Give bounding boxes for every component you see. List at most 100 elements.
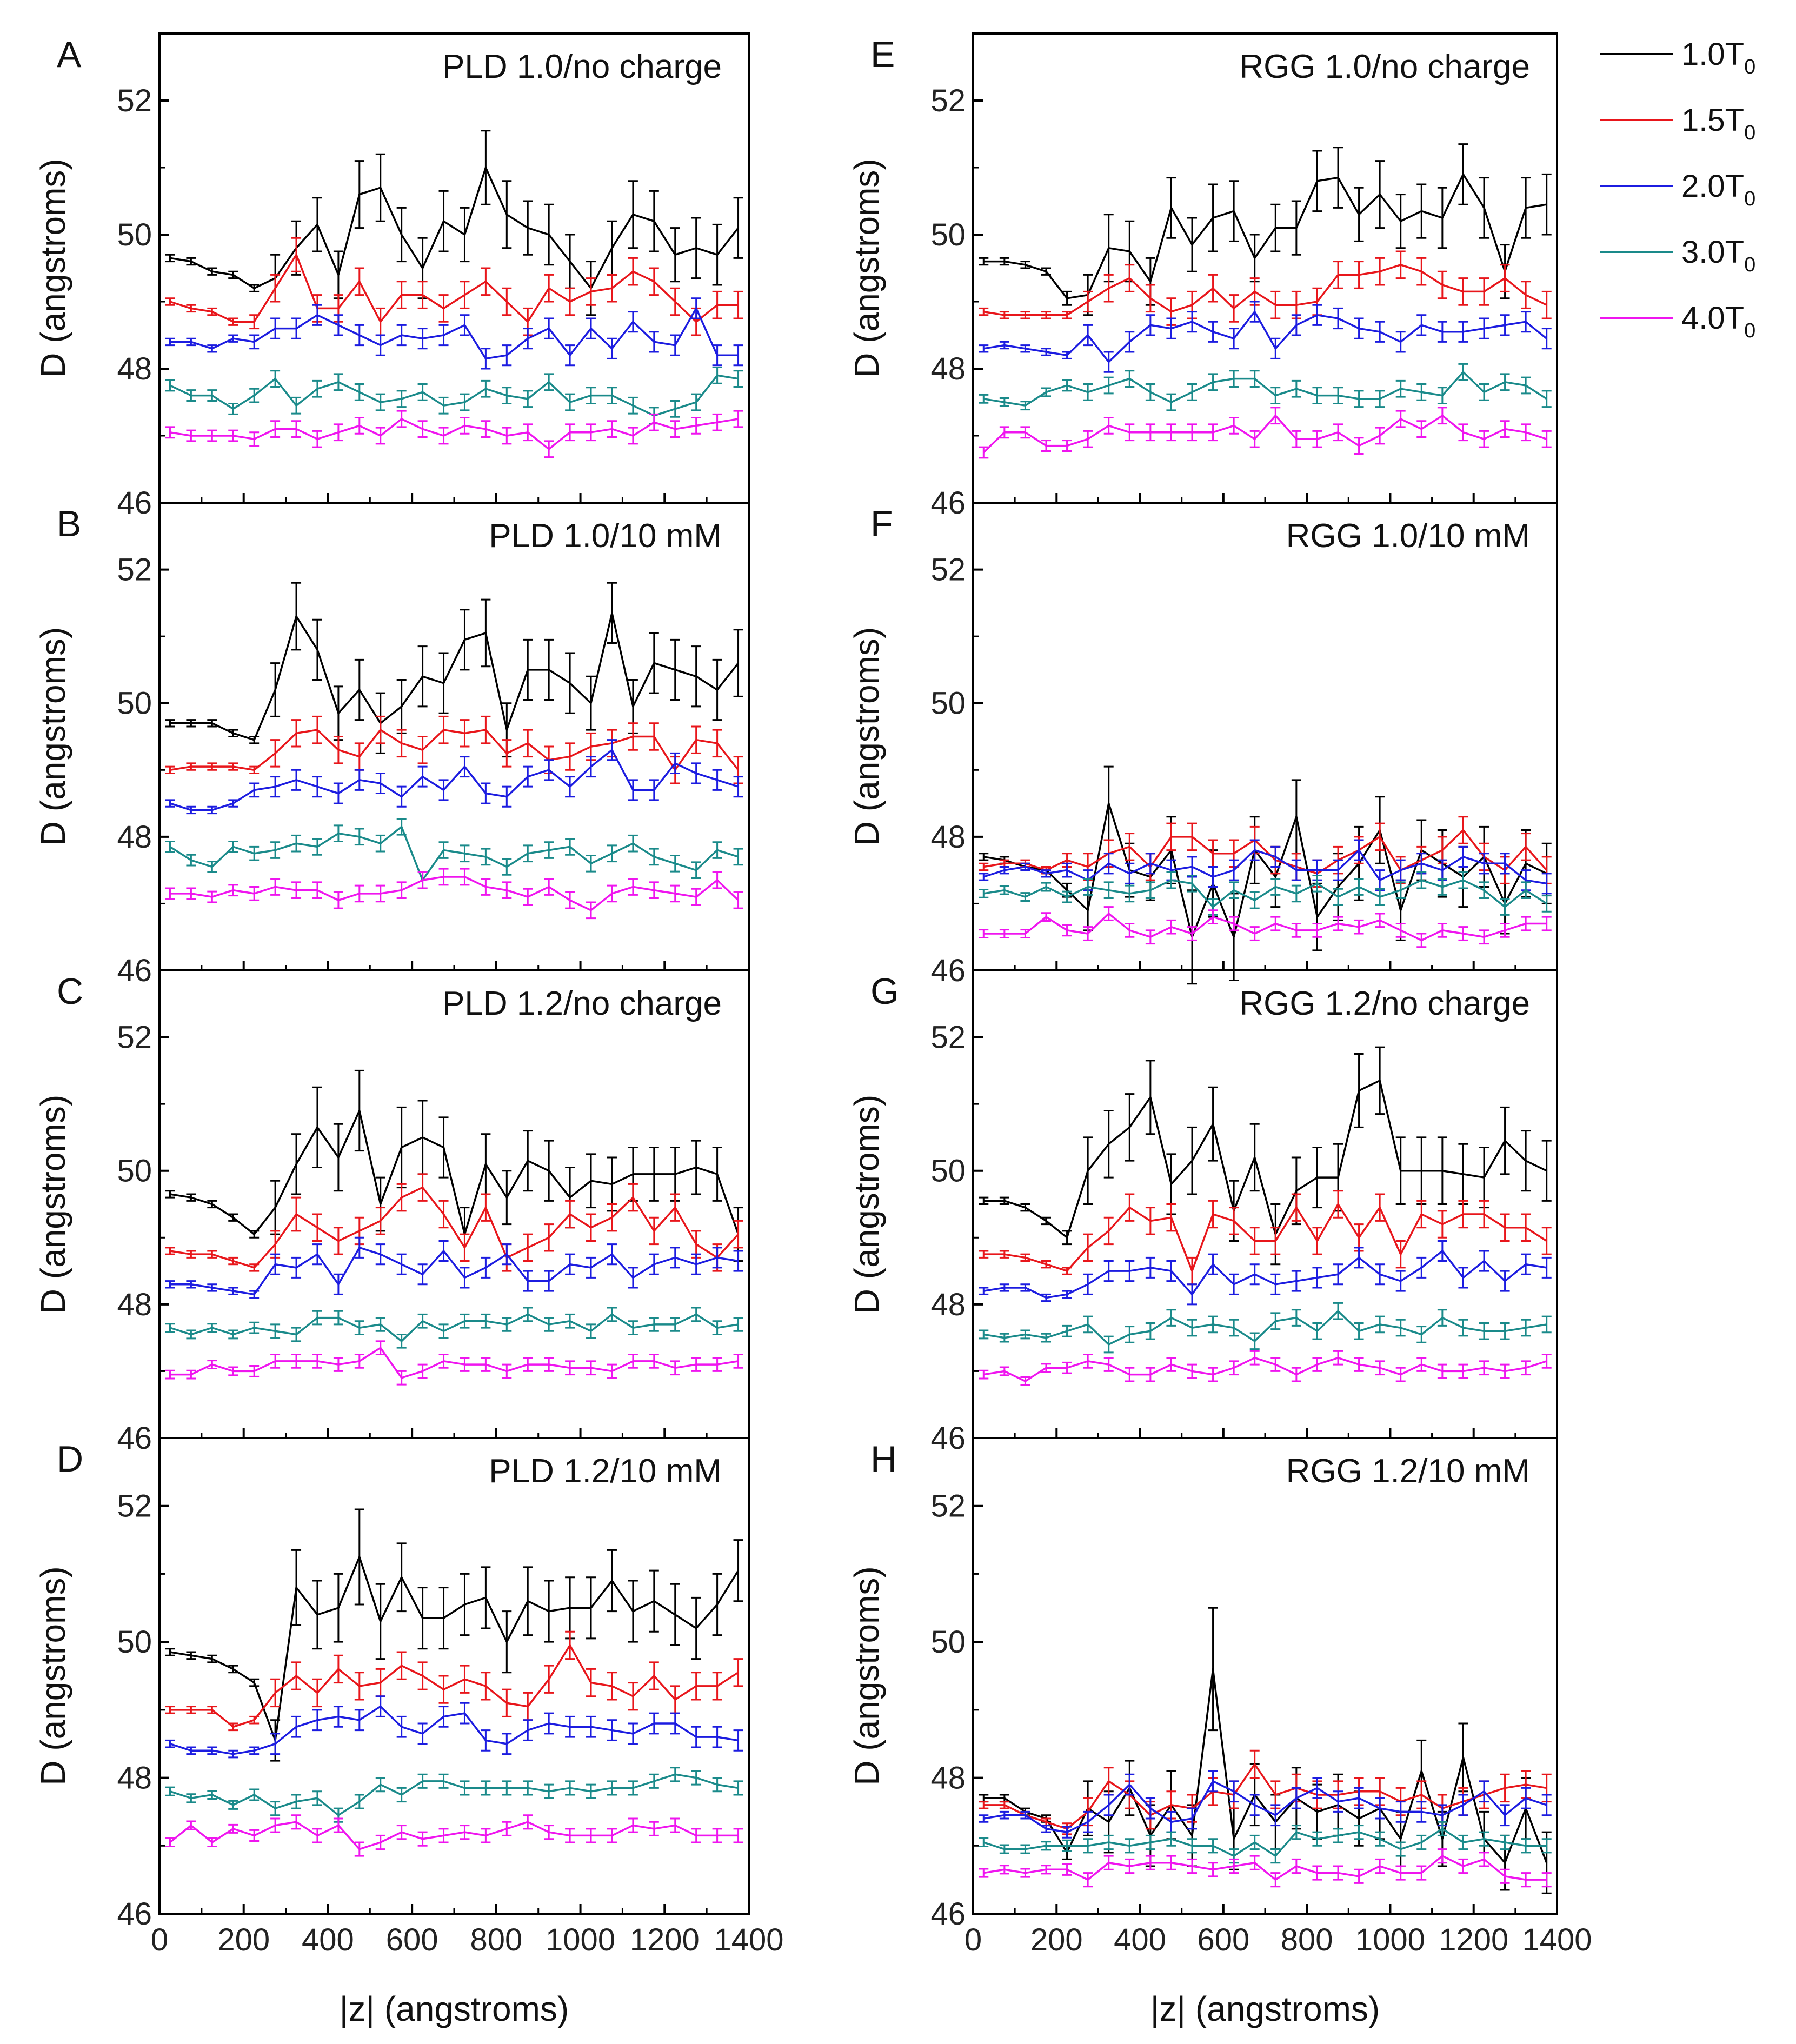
panel-title: RGG 1.0/no charge: [1239, 48, 1530, 85]
series-line: [170, 1644, 739, 1728]
series-3-0t0: [165, 367, 743, 425]
series-line: [170, 1347, 739, 1379]
series-4-0t0: [165, 1814, 743, 1857]
series-4-0t0: [979, 407, 1552, 459]
series-1-0t0: [979, 143, 1552, 316]
panel-letter: G: [870, 971, 899, 1012]
series-4-0t0: [165, 868, 743, 920]
y-tick-label: 52: [117, 1020, 152, 1055]
panel-g: 46 48 50 52 D (angstroms) G RGG 1.2/no charge: [847, 969, 1558, 1456]
x-tick-label: 0: [964, 1922, 982, 1958]
series-2-0t0: [165, 297, 743, 370]
series-line: [170, 1186, 739, 1269]
y-tick-label: 46: [117, 1421, 152, 1456]
series-line: [170, 307, 739, 360]
series-1-5t0: [979, 250, 1552, 326]
series-2-0t0: [165, 1695, 743, 1759]
panel-letter: B: [57, 503, 81, 544]
series-3-0t0: [165, 1767, 743, 1823]
series-line: [983, 1080, 1547, 1239]
series-line: [983, 1780, 1547, 1833]
series-line: [983, 802, 1547, 938]
panel-letter: E: [870, 34, 895, 75]
y-axis-title: D (angstroms): [847, 158, 886, 377]
y-axis-title: D (angstroms): [34, 627, 72, 846]
series-3-0t0: [979, 1821, 1552, 1864]
plot-frame: [158, 1437, 750, 1915]
y-tick-label: 52: [930, 1489, 966, 1524]
x-tick-label: 600: [386, 1922, 438, 1958]
series-line: [169, 1821, 739, 1850]
legend-label: 3.0T0: [1681, 235, 1755, 276]
series-line: [983, 415, 1547, 454]
series-line: [983, 1250, 1547, 1299]
y-tick-label: 48: [930, 1287, 966, 1322]
series-3-0t0: [979, 1302, 1552, 1354]
x-tick-label: 0: [151, 1922, 168, 1958]
x-tick-label: 400: [302, 1922, 354, 1958]
x-tick-label: 1400: [1522, 1922, 1592, 1958]
series-1-0t0: [165, 582, 743, 758]
y-tick-label: 50: [930, 686, 966, 721]
series-line: [983, 879, 1547, 908]
series-2-0t0: [979, 301, 1552, 373]
y-tick-label: 50: [930, 1154, 966, 1189]
x-axis-title: |z| (angstroms): [340, 1989, 569, 2028]
panel-h: 46 48 50 52 0 200 400 600 800 1000 1200 1400 D (angs…: [847, 1437, 1592, 1958]
panel-title: PLD 1.0/no charge: [442, 48, 722, 85]
series-1-5t0: [165, 1630, 743, 1732]
series-1-5t0: [165, 715, 743, 784]
y-tick-label: 52: [117, 83, 152, 118]
legend-label: 1.5T0: [1681, 103, 1755, 144]
series-3-0t0: [165, 1307, 743, 1349]
panel-e: 46 48 50 52 D (angstroms) E RGG 1.0/no charge: [847, 32, 1558, 521]
series-line: [983, 1356, 1547, 1382]
series-4-0t0: [165, 1340, 743, 1386]
y-tick-label: 48: [117, 820, 152, 855]
panel-title: RGG 1.2/no charge: [1239, 985, 1530, 1022]
plot-frame: [158, 969, 750, 1439]
panel-letter: A: [57, 34, 82, 75]
plot-frame: [158, 32, 750, 504]
x-tick-label: 200: [1030, 1922, 1083, 1958]
plot-frame: [158, 502, 750, 971]
series-line: [983, 173, 1547, 299]
panel-b: 46 48 50 52 D (angstroms) B PLD 1.0/10 mM: [34, 502, 750, 988]
x-tick-label: 200: [217, 1922, 270, 1958]
x-tick-label: 800: [470, 1922, 522, 1958]
series-line: [169, 254, 739, 323]
series-line: [983, 1668, 1548, 1864]
series-line: [170, 1109, 740, 1235]
series-line: [983, 1763, 1547, 1830]
x-tick-label: 1200: [1439, 1922, 1508, 1958]
x-tick-label: 400: [1114, 1922, 1166, 1958]
y-axis-title: D (angstroms): [847, 1095, 886, 1314]
x-tick-label: 600: [1197, 1922, 1249, 1958]
y-tick-label: 52: [930, 552, 966, 588]
y-tick-label: 48: [930, 1761, 966, 1796]
series-2-0t0: [979, 839, 1552, 895]
y-tick-label: 48: [930, 351, 966, 387]
y-tick-label: 50: [117, 1624, 152, 1660]
series-line: [170, 876, 739, 911]
legend-label: 1.0T0: [1681, 37, 1755, 78]
x-tick-label: 800: [1281, 1922, 1333, 1958]
series-line: [169, 374, 739, 417]
y-tick-label: 48: [117, 1287, 152, 1322]
y-tick-label: 46: [930, 953, 966, 988]
legend-label: 4.0T0: [1681, 301, 1755, 342]
series-3-0t0: [165, 817, 743, 889]
y-axis-title: D (angstroms): [34, 1566, 72, 1785]
series-4-0t0: [979, 1848, 1552, 1888]
legend-label: 2.0T0: [1681, 169, 1755, 210]
panel-title: RGG 1.2/10 mM: [1286, 1453, 1530, 1490]
panel-title: RGG 1.0/10 mM: [1286, 517, 1530, 555]
y-axis-title: D (angstroms): [34, 1095, 72, 1314]
series-2-0t0: [165, 1236, 743, 1299]
y-tick-label: 50: [930, 217, 966, 252]
series-2-0t0: [979, 1770, 1552, 1839]
x-tick-label: 1000: [1355, 1922, 1425, 1958]
panel-a: 46 48 50 52 D (angstroms) A PLD 1.0/no charge: [34, 32, 750, 521]
y-tick-label: 52: [930, 1020, 966, 1055]
